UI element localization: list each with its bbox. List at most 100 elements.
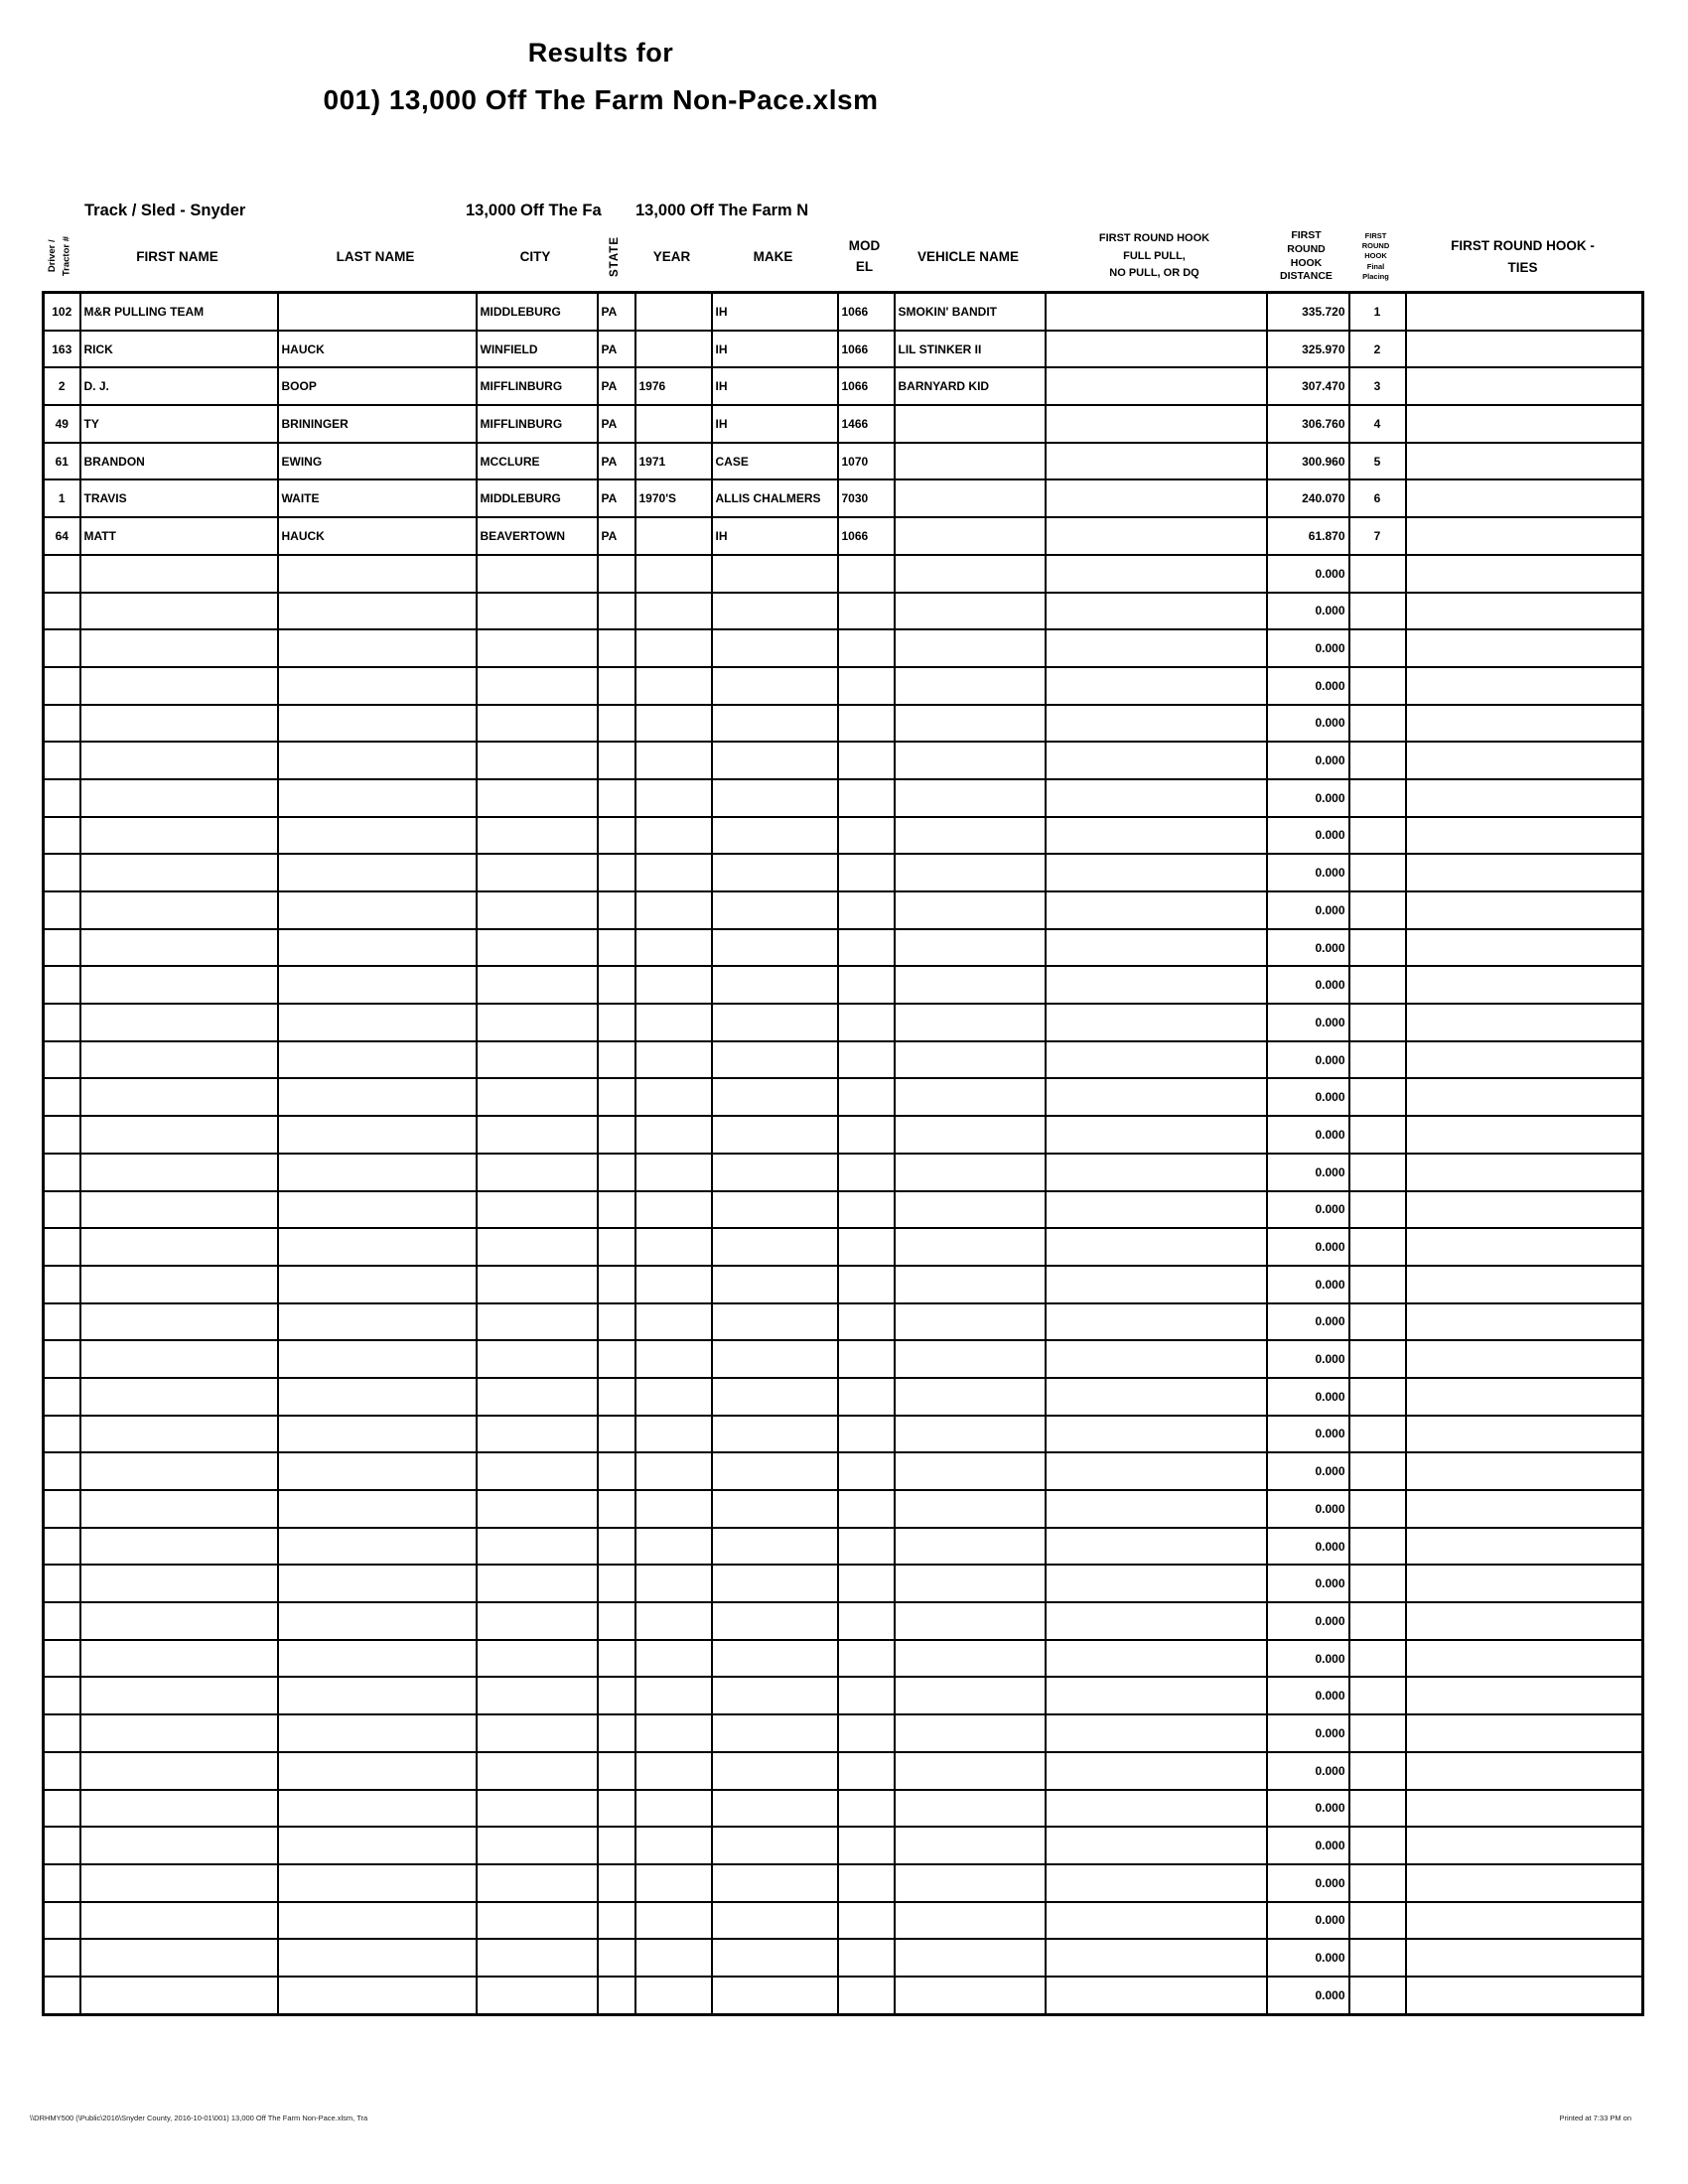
cell-city <box>475 1077 599 1118</box>
cell-full-pull-status <box>1044 1339 1268 1379</box>
cell-state <box>596 1152 636 1192</box>
cell-final-placing <box>1347 965 1407 1006</box>
cell-last-name <box>276 1339 478 1379</box>
header-city: CITY <box>519 249 551 264</box>
header-vehicle-name: VEHICLE NAME <box>916 249 1019 264</box>
cell-model: 1070 <box>836 441 896 481</box>
cell-make <box>710 703 839 744</box>
cell-first-name <box>78 741 279 780</box>
cell-full-pull-status <box>1044 1077 1268 1118</box>
header-first-round-hook-ties: FIRST ROUND HOOK - TIES <box>1451 237 1595 275</box>
cell-state <box>596 853 636 892</box>
cell-make <box>710 1601 839 1641</box>
cell-first-name <box>78 1938 279 1978</box>
cell-final-placing <box>1347 1451 1407 1491</box>
cell-final-placing <box>1347 1339 1407 1379</box>
table-row: 0.000 <box>42 1938 1644 1978</box>
cell-full-pull-status <box>1044 1564 1268 1604</box>
cell-ties <box>1404 1826 1644 1865</box>
cell-first-name <box>78 1676 279 1716</box>
cell-hook-distance: 0.000 <box>1265 1339 1350 1379</box>
cell-ties <box>1404 1077 1644 1118</box>
cell-final-placing <box>1347 1376 1407 1417</box>
cell-make <box>710 890 839 930</box>
cell-last-name <box>276 1826 478 1865</box>
cell-city <box>475 1713 599 1753</box>
cell-hook-distance: 335.720 <box>1265 291 1350 332</box>
cell-model <box>836 1451 896 1491</box>
cell-ties <box>1404 815 1644 856</box>
cell-final-placing <box>1347 1264 1407 1304</box>
cell-vehicle-name <box>893 853 1047 892</box>
track-sled-label: Track / Sled - Snyder <box>84 202 246 219</box>
cell-state <box>596 1713 636 1753</box>
cell-state <box>596 1526 636 1567</box>
cell-full-pull-status <box>1044 1115 1268 1155</box>
cell-ties <box>1404 404 1644 444</box>
cell-vehicle-name <box>893 553 1047 594</box>
cell-state <box>596 1862 636 1903</box>
cell-driver-number <box>42 1152 81 1192</box>
cell-year <box>633 890 713 930</box>
cell-state <box>596 591 636 631</box>
cell-first-name <box>78 1003 279 1042</box>
cell-last-name <box>276 1152 478 1192</box>
cell-year <box>633 1301 713 1342</box>
cell-city <box>475 1564 599 1604</box>
cell-full-pull-status <box>1044 1975 1268 2016</box>
cell-make <box>710 1826 839 1865</box>
cell-full-pull-status <box>1044 1451 1268 1491</box>
cell-full-pull-status <box>1044 329 1268 369</box>
cell-driver-number <box>42 553 81 594</box>
cell-city <box>475 927 599 968</box>
cell-first-name <box>78 703 279 744</box>
header-first-round-hook-placing: FIRST ROUND HOOK Final Placing <box>1361 231 1390 281</box>
cell-state <box>596 1301 636 1342</box>
cell-first-name <box>78 1489 279 1529</box>
cell-driver-number: 61 <box>42 441 81 481</box>
cell-driver-number <box>42 1564 81 1604</box>
cell-state <box>596 1638 636 1679</box>
cell-final-placing <box>1347 777 1407 818</box>
cell-year <box>633 404 713 444</box>
cell-first-name <box>78 1638 279 1679</box>
cell-make <box>710 1039 839 1080</box>
cell-model <box>836 1189 896 1230</box>
cell-year <box>633 591 713 631</box>
cell-year <box>633 1264 713 1304</box>
cell-driver-number <box>42 1115 81 1155</box>
cell-full-pull-status <box>1044 1003 1268 1042</box>
cell-state <box>596 1003 636 1042</box>
cell-year <box>633 1489 713 1529</box>
cell-model <box>836 1489 896 1529</box>
cell-final-placing <box>1347 703 1407 744</box>
table-row: 0.000 <box>42 1414 1644 1454</box>
cell-vehicle-name <box>893 1862 1047 1903</box>
cell-model <box>836 1152 896 1192</box>
cell-city <box>475 1938 599 1978</box>
cell-final-placing <box>1347 1938 1407 1978</box>
cell-ties <box>1404 1900 1644 1941</box>
table-row: 0.000 <box>42 1676 1644 1716</box>
header-model: MOD EL <box>848 238 881 274</box>
cell-model <box>836 1077 896 1118</box>
cell-city: MIFFLINBURG <box>475 366 599 407</box>
table-row: 0.000 <box>42 1339 1644 1379</box>
cell-hook-distance: 0.000 <box>1265 1301 1350 1342</box>
cell-state <box>596 741 636 780</box>
cell-city <box>475 1189 599 1230</box>
header-first-name: FIRST NAME <box>136 249 218 264</box>
cell-city <box>475 1526 599 1567</box>
table-row: 0.000 <box>42 1301 1644 1342</box>
cell-ties <box>1404 441 1644 481</box>
cell-first-name: D. J. <box>78 366 279 407</box>
cell-model <box>836 1526 896 1567</box>
cell-state <box>596 1451 636 1491</box>
cell-state <box>596 1564 636 1604</box>
cell-model <box>836 1788 896 1829</box>
cell-driver-number: 163 <box>42 329 81 369</box>
cell-vehicle-name <box>893 1900 1047 1941</box>
cell-final-placing <box>1347 927 1407 968</box>
cell-vehicle-name <box>893 441 1047 481</box>
cell-last-name <box>276 1039 478 1080</box>
